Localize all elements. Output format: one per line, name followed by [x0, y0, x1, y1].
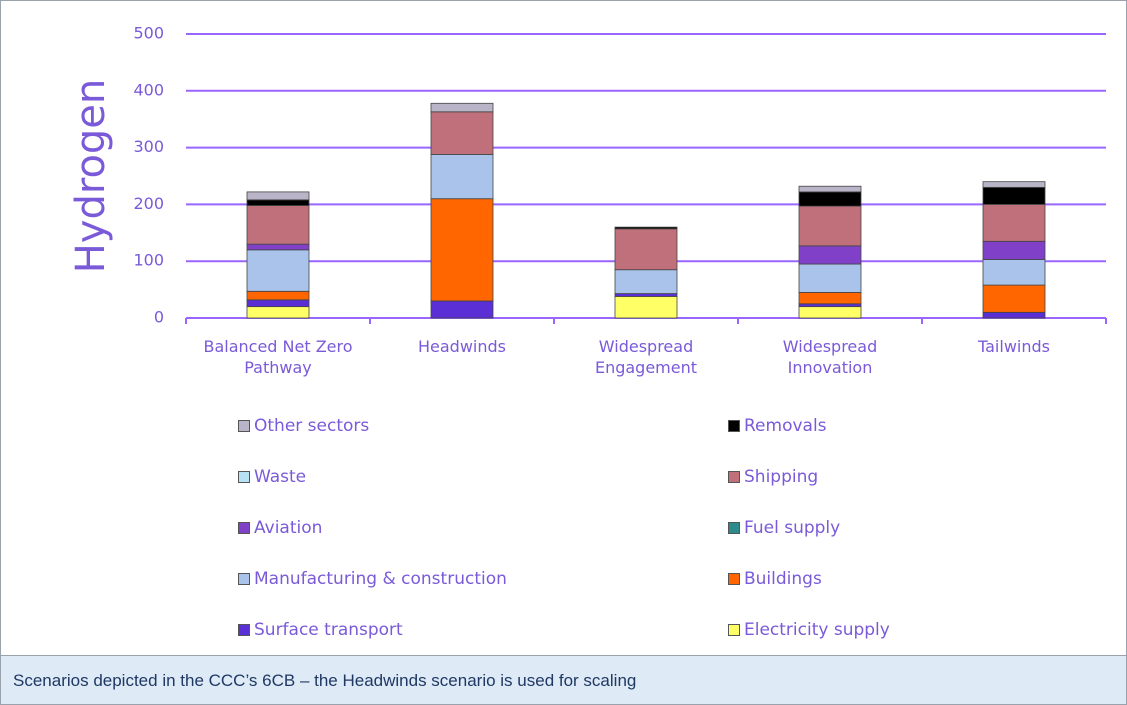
- bar-segment: [798, 185, 862, 193]
- y-tick-label: 200: [133, 194, 164, 213]
- legend-label: Removals: [744, 416, 827, 436]
- y-tick-label: 0: [154, 308, 164, 327]
- bar-segment: [614, 293, 678, 297]
- legend-label: Surface transport: [254, 620, 403, 640]
- y-tick-label: 100: [133, 251, 164, 270]
- legend-item: Removals: [728, 416, 827, 436]
- x-tick-label: Headwinds: [418, 337, 506, 356]
- legend-item: Waste: [238, 467, 306, 487]
- bar-segment: [246, 205, 310, 245]
- bar-segment: [798, 245, 862, 265]
- bar-segment: [246, 243, 310, 251]
- bar-segment: [798, 292, 862, 305]
- bar-segment: [430, 102, 494, 113]
- bar-segment: [982, 186, 1046, 205]
- bar-segment: [246, 199, 310, 206]
- legend-label: Manufacturing & construction: [254, 569, 507, 589]
- x-tick-label: Balanced Net Zero Pathway: [203, 337, 353, 377]
- bar-segment: [430, 154, 494, 200]
- y-tick-label: 500: [133, 24, 164, 43]
- legend-label: Aviation: [254, 518, 323, 538]
- legend-label: Electricity supply: [744, 620, 890, 640]
- bar-segment: [798, 191, 862, 207]
- y-axis-label: Hydrogen: [68, 79, 114, 274]
- chart: Hydrogen 0 100 200 300 400 500: [68, 24, 1107, 327]
- legend-label: Shipping: [744, 467, 819, 487]
- legend-swatch: [728, 573, 740, 585]
- bar-segment: [430, 111, 494, 155]
- bar-segment: [982, 311, 1046, 319]
- caption: Scenarios depicted in the CCC’s 6CB – th…: [1, 655, 1126, 704]
- legend-label: Waste: [254, 467, 307, 487]
- bar-segment: [246, 290, 310, 301]
- y-tick-label: 400: [133, 80, 164, 99]
- legend-swatch: [728, 471, 740, 483]
- legend-swatch: [728, 420, 740, 432]
- legend-label: Buildings: [744, 569, 822, 589]
- legend-swatch: [238, 522, 250, 534]
- bar-segment: [430, 198, 494, 302]
- bar-segment: [614, 296, 678, 319]
- bar-segment: [246, 299, 310, 308]
- legend-item: Manufacturing & construction: [238, 569, 507, 589]
- bar-segment: [798, 306, 862, 319]
- legend-swatch: [728, 624, 740, 636]
- legend-swatch: [728, 522, 740, 534]
- legend-item: Electricity supply: [728, 620, 890, 640]
- bar-segment: [246, 191, 310, 201]
- bar-segment: [982, 203, 1046, 242]
- bar-segment: [982, 181, 1046, 188]
- legend-item: Shipping: [728, 467, 818, 487]
- bar-segment: [798, 263, 862, 293]
- legend-label: Other sectors: [254, 416, 370, 436]
- bar-segment: [430, 300, 494, 319]
- bar-segment: [982, 284, 1046, 313]
- legend-swatch: [238, 573, 250, 585]
- legend-swatch: [238, 471, 250, 483]
- x-tick-label: Widespread Innovation: [782, 337, 878, 377]
- bar-segment: [982, 259, 1046, 286]
- bar-segment: [614, 228, 678, 271]
- bar-segment: [246, 249, 310, 292]
- legend-label: Fuel supply: [744, 518, 841, 538]
- y-tick-label: 300: [133, 137, 164, 156]
- bar-segment: [246, 306, 310, 319]
- bar-segment: [982, 240, 1046, 260]
- legend-item: Fuel supply: [728, 518, 840, 538]
- bar-segment: [614, 269, 678, 294]
- legend-item: Aviation: [238, 518, 322, 538]
- bar-segment: [798, 205, 862, 247]
- legend-item: Other sectors: [238, 416, 369, 436]
- legend-swatch: [238, 624, 250, 636]
- x-tick-label: Tailwinds: [978, 337, 1050, 356]
- legend-item: Buildings: [728, 569, 822, 589]
- legend-item: Surface transport: [238, 620, 403, 640]
- bar-segment: [614, 226, 678, 230]
- bar-segment: [798, 303, 862, 308]
- x-tick-label: Widespread Engagement: [594, 337, 698, 377]
- legend-swatch: [238, 420, 250, 432]
